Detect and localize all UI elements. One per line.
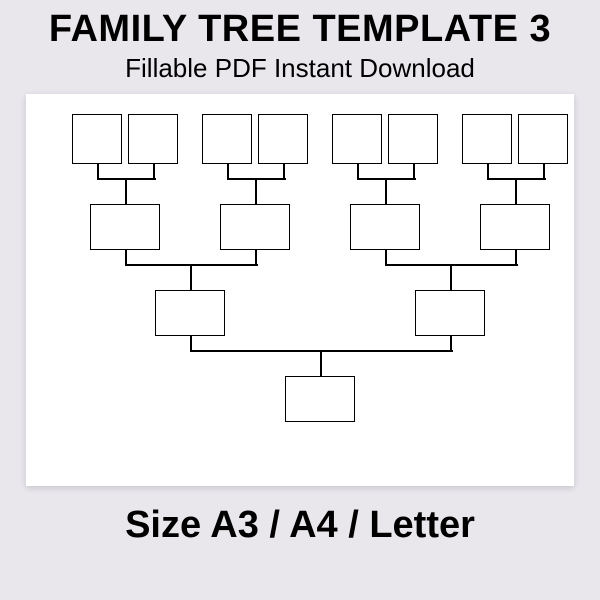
tree-node [72,114,122,164]
page-subtitle: Fillable PDF Instant Download [125,53,475,84]
tree-node [285,376,355,422]
tree-connector [255,178,257,204]
tree-node [90,204,160,250]
tree-connector [385,250,387,264]
tree-node [128,114,178,164]
tree-connector [450,264,452,290]
tree-connector [413,164,415,178]
tree-node [155,290,225,336]
tree-connector [125,250,127,264]
tree-node [388,114,438,164]
tree-node [258,114,308,164]
tree-connector [255,250,257,264]
tree-node [415,290,485,336]
tree-node [220,204,290,250]
tree-connector [515,178,517,204]
tree-node [480,204,550,250]
tree-connector [190,264,192,290]
tree-connector [357,164,359,178]
tree-connector [515,250,517,264]
tree-node [518,114,568,164]
page-footer: Size A3 / A4 / Letter [125,504,475,547]
tree-connector [450,336,452,350]
page-title: FAMILY TREE TEMPLATE 3 [49,8,551,51]
template-sheet [26,94,574,486]
tree-connector [125,178,127,204]
tree-node [462,114,512,164]
tree-node [350,204,420,250]
tree-node [332,114,382,164]
tree-connector [283,164,285,178]
tree-connector [487,164,489,178]
tree-connector [190,336,192,350]
tree-connector [320,350,322,376]
tree-connector [543,164,545,178]
tree-connector [153,164,155,178]
tree-connector [385,178,387,204]
tree-node [202,114,252,164]
tree-connector [227,164,229,178]
tree-connector [97,164,99,178]
